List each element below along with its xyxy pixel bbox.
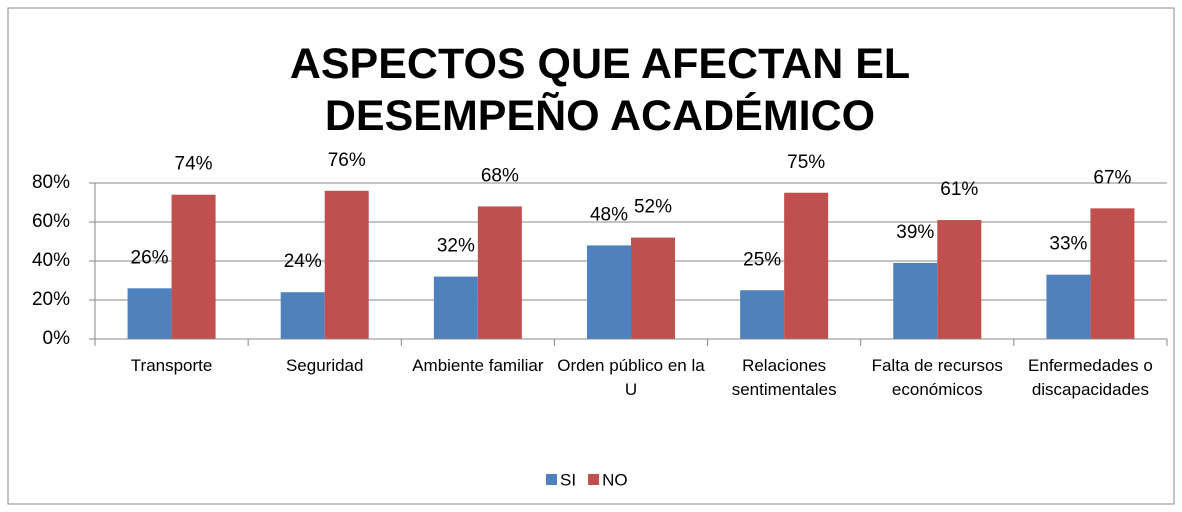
data-label: 32% <box>437 236 475 257</box>
x-tick-label: Orden público en la U <box>557 356 705 399</box>
x-tick-label: Seguridad <box>285 356 364 375</box>
data-label: 75% <box>787 152 825 173</box>
bar <box>587 245 631 339</box>
bar <box>893 262 938 339</box>
bar <box>937 220 982 339</box>
data-label: 39% <box>896 222 934 243</box>
data-label: 76% <box>328 150 366 171</box>
x-tick-label: Transporte <box>130 356 213 375</box>
legend-label: SI <box>560 470 576 489</box>
y-tick-label: 40% <box>32 250 70 271</box>
legend-label: NO <box>602 470 628 489</box>
bar <box>1090 208 1135 339</box>
y-tick-label: 80% <box>32 172 70 193</box>
y-tick-label: 0% <box>43 328 71 349</box>
x-tick-label: Falta de recursos económicos <box>871 356 1003 399</box>
x-tick-label: Ambiente familiar <box>412 356 544 375</box>
y-tick-label: 60% <box>32 211 70 232</box>
bar <box>631 237 675 339</box>
bar <box>477 206 522 339</box>
legend-swatch <box>588 474 600 485</box>
data-label: 67% <box>1093 167 1131 188</box>
data-label: 52% <box>634 197 672 218</box>
bar <box>433 276 478 339</box>
data-label: 68% <box>481 165 519 186</box>
data-label: 26% <box>131 247 169 268</box>
data-label: 74% <box>175 154 213 175</box>
bar <box>784 192 829 339</box>
bar <box>171 194 216 339</box>
bar <box>1046 274 1091 339</box>
x-tick-label: Enfermedades o discapacidades <box>1028 356 1153 399</box>
x-tick-label: Relaciones sentimentales <box>731 356 837 399</box>
bar <box>740 290 785 339</box>
data-label: 61% <box>940 179 978 200</box>
data-label: 24% <box>284 251 322 272</box>
data-label: 48% <box>590 204 628 225</box>
bar <box>280 292 325 339</box>
data-label: 25% <box>743 249 781 270</box>
legend-swatch <box>546 474 557 485</box>
bar <box>324 190 369 339</box>
y-tick-label: 20% <box>32 289 70 310</box>
chart-title: ASPECTOS QUE AFECTAN EL DESEMPEÑO ACADÉM… <box>289 40 911 140</box>
bar <box>127 288 172 339</box>
data-label: 33% <box>1049 234 1087 255</box>
